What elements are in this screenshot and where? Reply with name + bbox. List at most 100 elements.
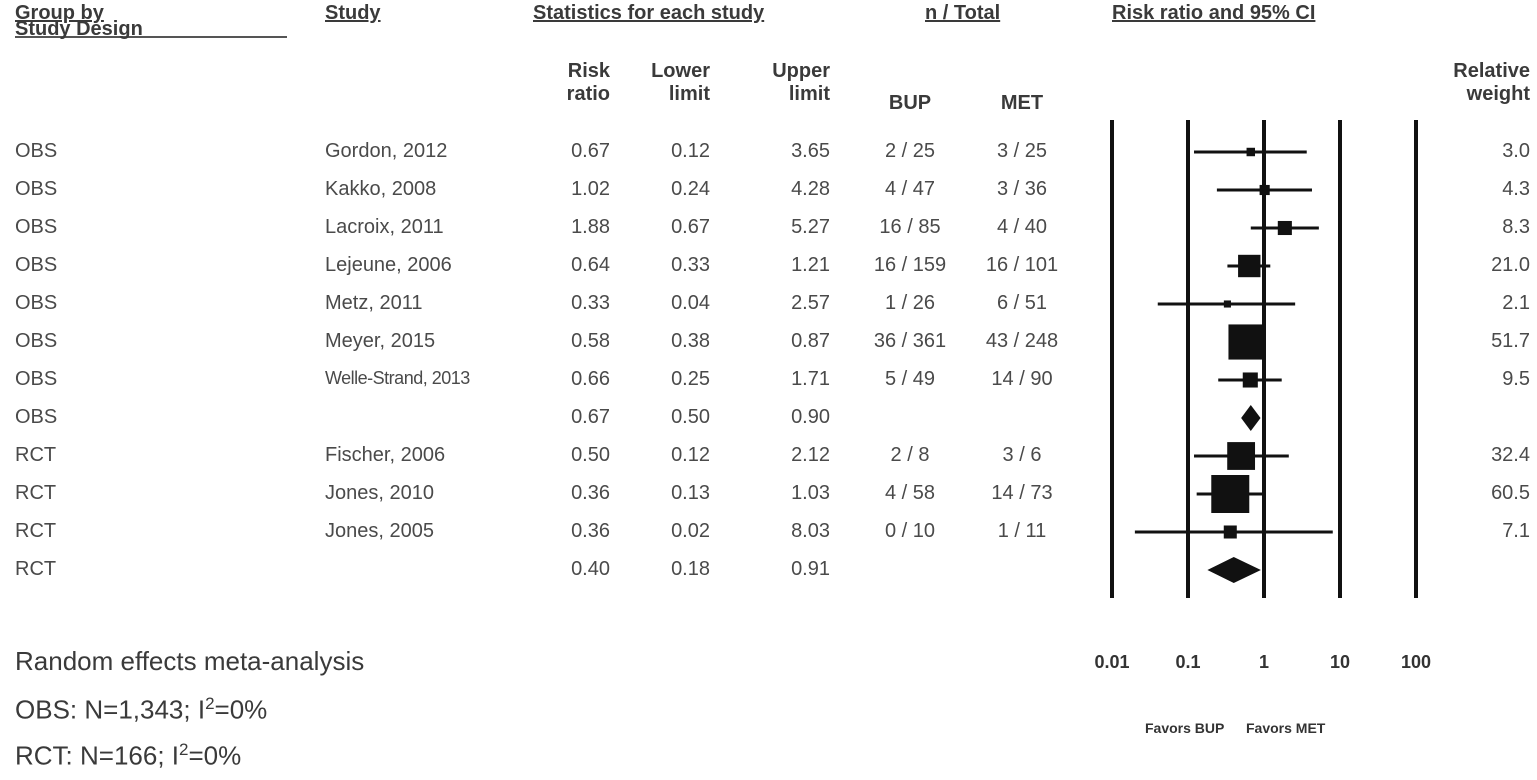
row-group: RCT — [15, 444, 57, 466]
row-lower-limit: 0.50 — [671, 406, 710, 428]
row-risk-ratio: 0.50 — [571, 444, 610, 466]
header-n-total: n / Total — [925, 2, 1001, 24]
row-upper-limit: 3.65 — [791, 140, 830, 162]
header-upper-limit: Upper limit — [772, 60, 830, 105]
row-met: 1 / 11 — [997, 520, 1047, 542]
header-met: MET — [1000, 92, 1044, 114]
row-lower-limit: 0.24 — [671, 178, 710, 200]
row-lower-limit: 0.13 — [671, 482, 710, 504]
row-bup: 2 / 25 — [884, 140, 936, 162]
row-group: OBS — [15, 292, 58, 314]
row-risk-ratio: 0.33 — [571, 292, 610, 314]
favors-right-label: Favors MET — [1246, 720, 1326, 736]
footer-obs-stats: OBS: N=1,343; I2=0% — [15, 694, 268, 725]
point-estimate-marker — [1238, 254, 1261, 278]
row-upper-limit: 0.87 — [791, 330, 830, 352]
row-group: OBS — [15, 368, 58, 390]
row-upper-limit: 5.27 — [791, 216, 830, 238]
row-weight: 9.5 — [1502, 368, 1530, 390]
row-lower-limit: 0.33 — [671, 254, 710, 276]
row-met: 43 / 248 — [985, 330, 1059, 352]
row-lower-limit: 0.02 — [671, 520, 710, 542]
axis-tick-label: 10 — [1329, 652, 1351, 672]
row-upper-limit: 8.03 — [791, 520, 830, 542]
row-risk-ratio: 0.36 — [571, 482, 610, 504]
row-met: 4 / 40 — [996, 216, 1048, 238]
summary-diamond — [1207, 557, 1261, 583]
point-estimate-marker — [1246, 147, 1256, 157]
row-weight: 7.1 — [1502, 520, 1530, 542]
row-lower-limit: 0.12 — [671, 444, 710, 466]
row-study: Welle-Strand, 2013 — [325, 368, 470, 388]
row-group: OBS — [15, 140, 58, 162]
row-risk-ratio: 0.66 — [571, 368, 610, 390]
row-met: 3 / 25 — [996, 140, 1048, 162]
row-weight: 60.5 — [1491, 482, 1530, 504]
header-group-underline — [15, 36, 287, 38]
row-bup: 16 / 159 — [873, 254, 947, 276]
row-study: Fischer, 2006 — [325, 444, 446, 466]
row-study: Jones, 2010 — [325, 482, 434, 504]
row-lower-limit: 0.25 — [671, 368, 710, 390]
row-bup: 16 / 85 — [879, 216, 941, 238]
row-met: 16 / 101 — [985, 254, 1059, 276]
row-risk-ratio: 0.67 — [571, 406, 610, 428]
row-risk-ratio: 0.67 — [571, 140, 610, 162]
row-upper-limit: 1.21 — [791, 254, 830, 276]
row-bup: 2 / 8 — [890, 444, 930, 466]
row-lower-limit: 0.12 — [671, 140, 710, 162]
row-upper-limit: 2.12 — [791, 444, 830, 466]
row-lower-limit: 0.67 — [671, 216, 710, 238]
row-risk-ratio: 0.58 — [571, 330, 610, 352]
row-upper-limit: 4.28 — [791, 178, 830, 200]
row-lower-limit: 0.18 — [671, 558, 710, 580]
point-estimate-marker — [1242, 372, 1258, 388]
row-weight: 32.4 — [1491, 444, 1530, 466]
header-study-design: Study Design — [15, 18, 143, 40]
axis-tick-label: 0.01 — [1094, 652, 1130, 672]
row-met: 3 / 36 — [996, 178, 1048, 200]
row-study: Gordon, 2012 — [325, 140, 448, 162]
row-group: OBS — [15, 216, 58, 238]
row-bup: 4 / 58 — [884, 482, 936, 504]
row-met: 14 / 73 — [991, 482, 1053, 504]
row-upper-limit: 2.57 — [791, 292, 830, 314]
row-weight: 8.3 — [1502, 216, 1530, 238]
point-estimate-marker — [1277, 220, 1292, 236]
point-estimate-marker — [1223, 300, 1231, 308]
row-group: RCT — [15, 520, 57, 542]
row-met: 3 / 6 — [1002, 444, 1042, 466]
row-study: Lacroix, 2011 — [325, 216, 444, 238]
row-upper-limit: 0.91 — [791, 558, 830, 580]
row-risk-ratio: 1.02 — [571, 178, 610, 200]
header-bup: BUP — [888, 92, 932, 114]
row-group: RCT — [15, 558, 57, 580]
row-risk-ratio: 1.88 — [571, 216, 610, 238]
row-study: Metz, 2011 — [325, 292, 423, 314]
header-study: Study — [325, 2, 381, 24]
row-study: Lejeune, 2006 — [325, 254, 452, 276]
header-relative-weight: Relative weight — [1453, 60, 1530, 105]
point-estimate-marker — [1223, 525, 1237, 539]
row-lower-limit: 0.04 — [671, 292, 710, 314]
point-estimate-marker — [1211, 475, 1250, 513]
header-plot-title: Risk ratio and 95% CI — [1112, 2, 1316, 24]
summary-diamond — [1241, 405, 1261, 431]
row-weight: 3.0 — [1502, 140, 1530, 162]
row-study: Meyer, 2015 — [325, 330, 436, 352]
row-bup: 5 / 49 — [884, 368, 936, 390]
row-lower-limit: 0.38 — [671, 330, 710, 352]
axis-tick-label: 0.1 — [1175, 652, 1201, 672]
row-bup: 36 / 361 — [873, 330, 947, 352]
row-risk-ratio: 0.36 — [571, 520, 610, 542]
header-risk-ratio: Risk ratio — [566, 60, 610, 105]
axis-tick-label: 1 — [1258, 652, 1269, 672]
row-bup: 4 / 47 — [884, 178, 936, 200]
header-statistics: Statistics for each study — [533, 2, 765, 24]
row-weight: 4.3 — [1502, 178, 1530, 200]
axis-tick-label: 100 — [1400, 652, 1432, 672]
row-upper-limit: 1.71 — [791, 368, 830, 390]
header-lower-limit: Lower limit — [651, 60, 710, 105]
row-study: Kakko, 2008 — [325, 178, 437, 200]
